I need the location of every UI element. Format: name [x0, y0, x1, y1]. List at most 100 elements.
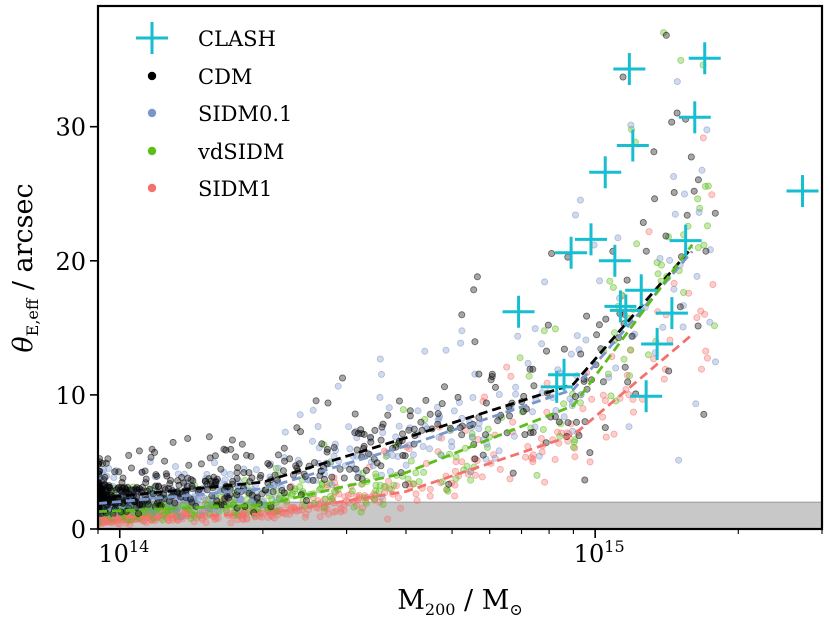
scatter-point — [471, 471, 479, 479]
scatter-point — [628, 332, 636, 340]
scatter-point — [506, 475, 514, 483]
scatter-point — [271, 471, 279, 479]
x-tick-label: 1015 — [574, 537, 625, 568]
scatter-point — [538, 340, 546, 348]
scatter-point — [376, 355, 384, 363]
clash-point — [609, 294, 642, 327]
scatter-point — [491, 383, 499, 391]
clash-point — [786, 175, 819, 208]
scatter-point — [572, 392, 580, 400]
scatter-point — [151, 448, 159, 456]
clash-point — [678, 101, 711, 134]
scatter-point — [627, 121, 635, 129]
scatter-point — [232, 453, 240, 461]
scatter-point — [234, 464, 242, 472]
scatter-point — [296, 411, 304, 419]
y-tick-label: 10 — [55, 382, 86, 410]
scatter-point — [693, 272, 701, 280]
scatter-point — [385, 404, 393, 412]
scatter-point — [248, 474, 256, 482]
scatter-point — [505, 412, 513, 420]
scatter-point — [152, 482, 160, 490]
scatter-point — [386, 467, 394, 475]
scatter-point — [601, 396, 609, 404]
scatter-point — [372, 487, 380, 495]
scatter-point — [272, 494, 280, 502]
clash-point — [613, 53, 646, 86]
legend-marker-cdm — [147, 71, 157, 81]
scatter-point — [364, 450, 372, 458]
scatter-point — [406, 412, 414, 420]
scatter-point — [695, 208, 703, 216]
scatter-point — [420, 468, 428, 476]
scatter-point — [690, 187, 698, 195]
scatter-point — [607, 392, 615, 400]
scatter-point — [573, 418, 581, 426]
scatter-point — [383, 451, 391, 459]
scatter-point — [537, 434, 545, 442]
scatter-point — [704, 182, 712, 190]
scatter-point — [451, 492, 459, 500]
scatter-point — [318, 440, 326, 448]
scatter-point — [377, 370, 385, 378]
scatter-point — [677, 56, 685, 64]
scatter-point — [185, 461, 193, 469]
scatter-point — [544, 321, 552, 329]
scatter-point — [576, 196, 584, 204]
scatter-point — [702, 347, 710, 355]
scatter-point — [434, 410, 442, 418]
scatter-point — [205, 433, 213, 441]
scatter-point — [661, 365, 669, 373]
scatter-point — [352, 465, 360, 473]
scatter-point — [203, 470, 211, 478]
scatter-point — [494, 417, 502, 425]
legend-marker-clash — [136, 22, 168, 54]
scatter-point — [118, 488, 126, 496]
scatter-point — [699, 134, 707, 142]
scatter-point — [560, 400, 568, 408]
scatter-point — [524, 359, 532, 367]
scatter-point — [323, 445, 331, 453]
scatter-point — [595, 321, 603, 329]
scatter-point — [711, 209, 719, 217]
scatter-point — [554, 428, 562, 436]
scatter-point — [238, 440, 246, 448]
scatter-point — [412, 490, 420, 498]
scatter-point — [575, 346, 583, 354]
median-lines — [98, 243, 694, 520]
clash-point — [598, 244, 631, 277]
scatter-point — [683, 211, 691, 219]
scatter-point — [401, 481, 409, 489]
scatter-point — [414, 407, 422, 415]
scatter-point — [377, 436, 385, 444]
scatter-point — [470, 286, 478, 294]
scatter-point — [620, 355, 628, 363]
scatter-point — [402, 461, 410, 469]
scatter-point — [581, 476, 589, 484]
scatter-point — [588, 395, 596, 403]
scatter-point — [551, 455, 559, 463]
scatter-point — [560, 413, 568, 421]
scatter-point — [694, 244, 702, 252]
scatter-point — [221, 476, 229, 484]
scatter-point — [258, 490, 266, 498]
scatter-point — [211, 477, 219, 485]
scatter-point — [458, 431, 466, 439]
scatter-point — [425, 445, 433, 453]
scatter-point — [467, 476, 475, 484]
scatter-point — [136, 500, 144, 508]
clash-point — [502, 295, 535, 328]
scatter-point — [670, 285, 678, 293]
scatter-point — [362, 499, 370, 507]
scatter-point — [668, 118, 676, 126]
median-line-vdsidm — [98, 243, 694, 513]
scatter-point — [522, 453, 530, 461]
scatter-point — [602, 315, 610, 323]
scatter-point — [287, 491, 295, 499]
scatter-point — [694, 322, 702, 330]
scatter-point — [338, 374, 346, 382]
scatter-point — [169, 438, 177, 446]
scatter-point — [346, 465, 354, 473]
scatter-point — [650, 148, 658, 156]
scatter-point — [163, 472, 171, 480]
